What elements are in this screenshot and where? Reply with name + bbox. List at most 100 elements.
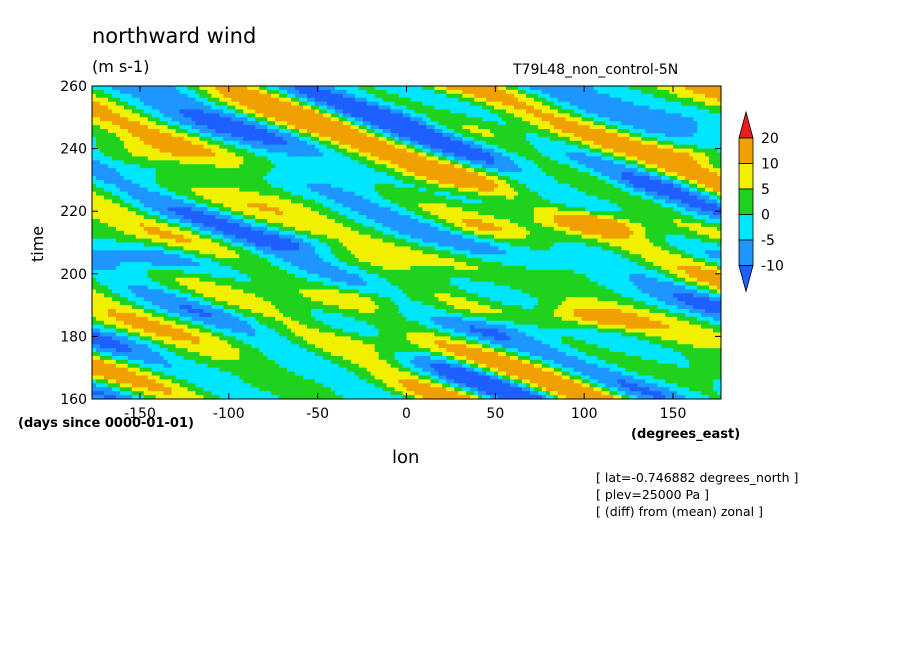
heatmap-cell — [494, 168, 499, 173]
heatmap-cell — [673, 168, 678, 173]
heatmap-cell — [681, 140, 686, 146]
heatmap-cell — [553, 125, 559, 130]
heatmap-cell — [366, 129, 372, 134]
heatmap-cell — [338, 97, 344, 103]
heatmap-cell — [92, 179, 97, 185]
heatmap-cell — [478, 191, 483, 196]
heatmap-cell — [119, 168, 125, 173]
heatmap-cell — [637, 101, 642, 106]
heatmap-cell — [123, 101, 129, 106]
heatmap-cell — [573, 117, 579, 122]
heatmap-cell — [517, 132, 523, 138]
heatmap-cell — [151, 132, 157, 138]
heatmap-cell — [195, 140, 200, 146]
heatmap-cell — [147, 93, 153, 99]
heatmap-cell — [486, 101, 491, 106]
heatmap-cell — [438, 121, 443, 126]
heatmap-cell — [127, 136, 133, 142]
heatmap-cell — [661, 93, 666, 99]
heatmap-cell — [247, 207, 252, 212]
heatmap-cell — [310, 117, 316, 122]
heatmap-cell — [617, 191, 622, 196]
heatmap-cell — [283, 203, 288, 208]
heatmap-cell — [462, 183, 467, 189]
heatmap-cell — [366, 199, 372, 204]
heatmap-cell — [111, 187, 117, 193]
heatmap-cell — [175, 195, 180, 200]
heatmap-cell — [422, 125, 427, 130]
heatmap-cell — [649, 183, 654, 189]
heatmap-cell — [219, 152, 224, 157]
heatmap-cell — [677, 140, 682, 146]
heatmap-cell — [553, 203, 559, 208]
heatmap-cell — [255, 183, 260, 189]
heatmap-cell — [287, 144, 292, 149]
heatmap-cell — [103, 160, 109, 165]
heatmap-cell — [203, 121, 208, 126]
heatmap-cell — [434, 97, 439, 103]
heatmap-cell — [629, 168, 634, 173]
heatmap-cell — [99, 93, 105, 99]
heatmap-cell — [131, 109, 137, 114]
heatmap-cell — [705, 183, 710, 189]
heatmap-cell — [183, 187, 188, 193]
heatmap-cell — [195, 136, 200, 142]
heatmap-cell — [350, 140, 356, 146]
heatmap-cell — [179, 140, 184, 146]
heatmap-cell — [506, 105, 511, 110]
heatmap-cell — [442, 191, 447, 196]
heatmap-cell — [267, 97, 272, 103]
heatmap-cell — [422, 105, 427, 110]
heatmap-cell — [541, 93, 547, 99]
heatmap-cell — [502, 117, 507, 122]
heatmap-cell — [386, 203, 391, 208]
heatmap-cell — [354, 168, 360, 173]
heatmap-cell — [573, 93, 579, 99]
heatmap-cell — [450, 156, 455, 161]
heatmap-cell — [155, 183, 161, 189]
heatmap-cell — [354, 191, 360, 196]
heatmap-cell — [203, 179, 208, 185]
heatmap-cell — [159, 136, 165, 142]
heatmap-cell — [593, 136, 598, 142]
heatmap-cell — [111, 125, 117, 130]
heatmap-cell — [545, 136, 551, 142]
heatmap-cell — [665, 195, 670, 200]
heatmap-cell — [402, 179, 407, 185]
heatmap-cell — [689, 121, 694, 126]
heatmap-cell — [697, 195, 702, 200]
heatmap-cell — [386, 97, 391, 103]
heatmap-cell — [665, 117, 670, 122]
heatmap-cell — [482, 175, 487, 181]
heatmap-cell — [486, 199, 491, 204]
heatmap-cell — [362, 191, 368, 196]
heatmap-cell — [625, 140, 630, 146]
heatmap-cell — [661, 187, 666, 193]
heatmap-cell — [498, 121, 503, 126]
heatmap-cell — [466, 172, 471, 177]
heatmap-cell — [187, 195, 192, 200]
heatmap-cell — [442, 164, 447, 169]
heatmap-cell — [418, 160, 423, 165]
heatmap-cell — [629, 203, 634, 208]
heatmap-cell — [139, 207, 145, 212]
heatmap-cell — [394, 148, 399, 153]
heatmap-cell — [406, 203, 411, 208]
heatmap-cell — [123, 113, 129, 118]
heatmap-cell — [99, 164, 105, 169]
heatmap-cell — [346, 168, 352, 173]
heatmap-cell — [633, 129, 638, 134]
heatmap-cell — [470, 179, 475, 185]
heatmap-cell — [342, 168, 348, 173]
heatmap-cell — [513, 105, 519, 110]
heatmap-cell — [597, 203, 602, 208]
heatmap-cell — [438, 175, 443, 181]
heatmap-cell — [211, 199, 216, 204]
heatmap-cell — [390, 129, 395, 134]
heatmap-cell — [219, 89, 224, 95]
heatmap-cell — [330, 164, 336, 169]
heatmap-cell — [537, 93, 543, 99]
heatmap-cell — [665, 132, 670, 138]
heatmap-cell — [322, 89, 328, 95]
heatmap-cell — [235, 160, 240, 165]
